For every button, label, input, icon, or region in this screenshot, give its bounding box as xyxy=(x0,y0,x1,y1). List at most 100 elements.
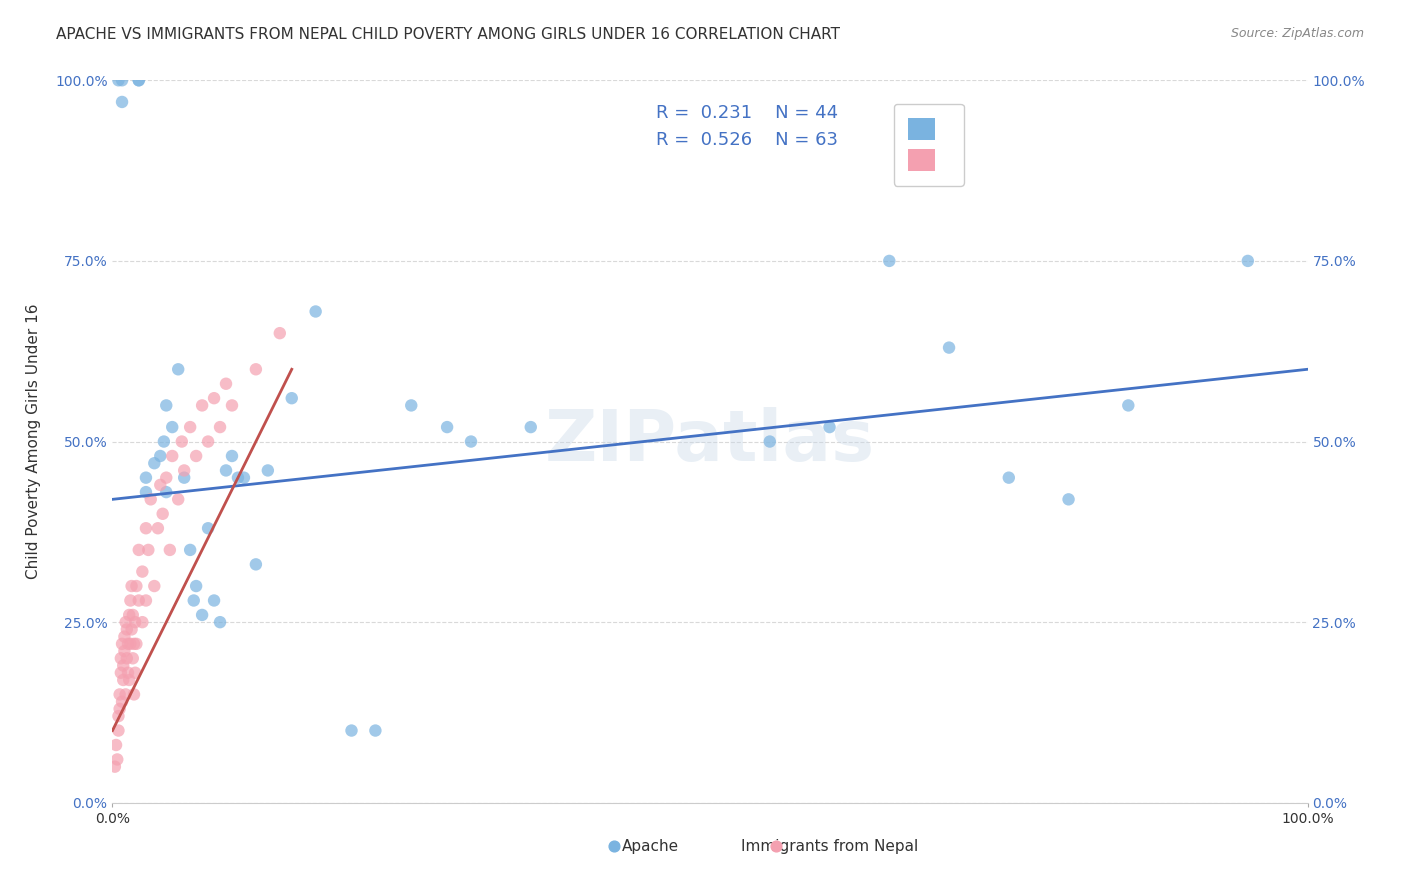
Point xyxy=(153,434,176,449)
Point xyxy=(110,651,132,665)
Point xyxy=(121,607,143,622)
Point xyxy=(186,449,208,463)
Point xyxy=(107,73,129,87)
Point xyxy=(191,398,214,412)
Point xyxy=(364,723,387,738)
Point xyxy=(108,687,131,701)
Point xyxy=(115,623,138,637)
Point xyxy=(765,839,787,854)
Point xyxy=(135,485,157,500)
Point xyxy=(1118,398,1140,412)
Point xyxy=(167,362,190,376)
Point xyxy=(179,420,201,434)
Point xyxy=(111,695,134,709)
Point xyxy=(155,470,177,484)
Point xyxy=(135,521,157,535)
Point xyxy=(105,752,128,766)
Point xyxy=(131,565,153,579)
Point xyxy=(879,253,901,268)
Point xyxy=(110,665,132,680)
Point xyxy=(114,630,135,644)
Point xyxy=(122,637,145,651)
Point xyxy=(115,651,138,665)
Text: R =  0.526    N = 63: R = 0.526 N = 63 xyxy=(657,130,838,149)
Point xyxy=(603,839,626,854)
Point xyxy=(149,478,172,492)
Point xyxy=(107,723,129,738)
Point xyxy=(117,637,139,651)
Point xyxy=(179,542,201,557)
Point xyxy=(209,420,232,434)
Point xyxy=(118,673,141,687)
Point xyxy=(114,615,136,630)
Point xyxy=(460,434,482,449)
Point xyxy=(401,398,423,412)
Point xyxy=(104,760,127,774)
Point xyxy=(759,434,782,449)
Point xyxy=(162,449,183,463)
Point xyxy=(122,687,145,701)
Point xyxy=(143,579,166,593)
Point xyxy=(105,738,128,752)
Point xyxy=(998,470,1021,484)
Point xyxy=(117,665,139,680)
Point xyxy=(120,637,142,651)
Point xyxy=(170,434,193,449)
Point xyxy=(120,593,142,607)
Point xyxy=(221,449,243,463)
Point xyxy=(131,615,153,630)
Point xyxy=(112,673,135,687)
Point xyxy=(135,593,157,607)
Point xyxy=(111,637,134,651)
Point xyxy=(340,723,363,738)
Point xyxy=(818,420,841,434)
Point xyxy=(125,579,148,593)
Point xyxy=(202,391,225,405)
Legend: , : , xyxy=(893,103,965,186)
Point xyxy=(162,420,183,434)
Point xyxy=(121,579,143,593)
Point xyxy=(155,485,177,500)
Point xyxy=(118,607,141,622)
Point xyxy=(111,95,134,109)
Point xyxy=(146,521,169,535)
Point xyxy=(257,463,280,477)
Point xyxy=(215,463,238,477)
Point xyxy=(124,615,146,630)
Point xyxy=(281,391,304,405)
Point xyxy=(155,398,177,412)
Point xyxy=(215,376,238,391)
Text: ZIPatlas: ZIPatlas xyxy=(546,407,875,476)
Point xyxy=(233,470,256,484)
Point xyxy=(108,702,131,716)
Point xyxy=(226,470,249,484)
Point xyxy=(436,420,458,434)
Point xyxy=(269,326,291,340)
Point xyxy=(121,623,143,637)
Point xyxy=(128,542,150,557)
Point xyxy=(138,542,160,557)
Point xyxy=(1237,253,1260,268)
Point xyxy=(114,687,136,701)
Point xyxy=(245,362,267,376)
Point xyxy=(197,521,219,535)
Point xyxy=(159,542,181,557)
Point xyxy=(107,709,129,723)
Y-axis label: Child Poverty Among Girls Under 16: Child Poverty Among Girls Under 16 xyxy=(27,304,41,579)
Point xyxy=(125,637,148,651)
Text: Source: ZipAtlas.com: Source: ZipAtlas.com xyxy=(1230,27,1364,40)
Text: R =  0.231    N = 44: R = 0.231 N = 44 xyxy=(657,103,838,122)
Text: Apache: Apache xyxy=(621,838,679,854)
Point xyxy=(124,665,146,680)
Point xyxy=(135,470,157,484)
Point xyxy=(128,73,150,87)
Point xyxy=(202,593,225,607)
Point xyxy=(128,593,150,607)
Point xyxy=(183,593,205,607)
Point xyxy=(245,558,267,572)
Point xyxy=(1057,492,1080,507)
Point xyxy=(305,304,328,318)
Point xyxy=(114,644,135,658)
Point xyxy=(167,492,190,507)
Point xyxy=(173,463,195,477)
